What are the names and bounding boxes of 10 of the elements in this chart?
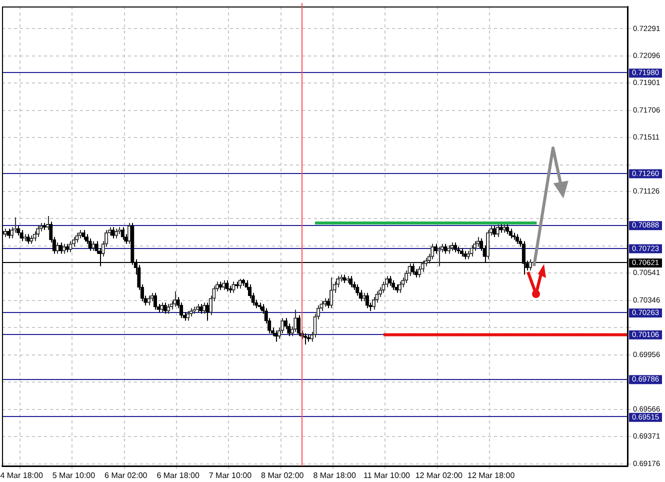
x-tick-label: 6 Mar 02:00 [104,471,148,480]
x-tick-label: 12 Mar 02:00 [415,471,464,480]
x-tick-label: 11 Mar 10:00 [363,471,411,480]
x-tick-label: 8 Mar 18:00 [313,471,356,480]
x-tick-label: 8 Mar 02:00 [261,471,304,480]
x-tick-label: 12 Mar 18:00 [467,471,516,480]
x-tick-label: 5 Mar 10:00 [52,471,96,480]
x-tick-label: 6 Mar 18:00 [156,471,200,480]
x-tick-label: 7 Mar 10:00 [208,471,252,480]
x-tick-label: 4 Mar 18:00 [0,471,44,480]
